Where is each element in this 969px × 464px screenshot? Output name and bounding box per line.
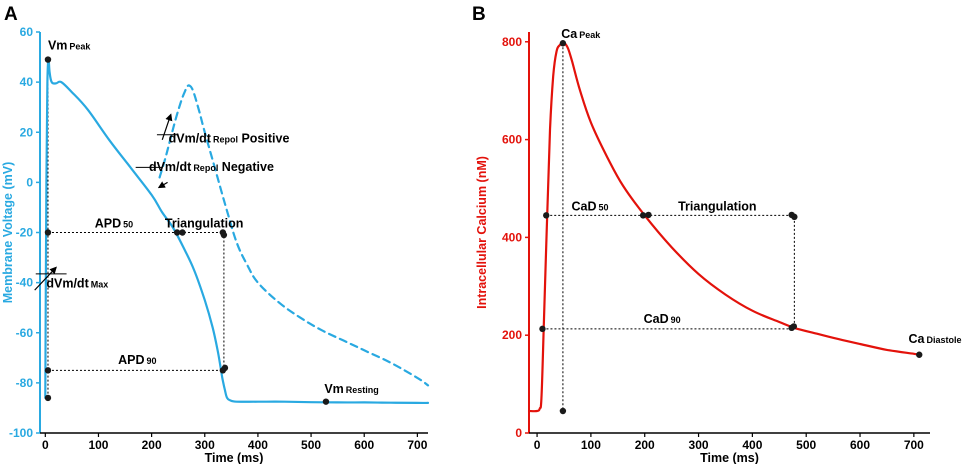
panel-a-letter: A [4,4,18,25]
x-tick-label: 200 [635,438,655,452]
data-marker [639,212,647,219]
x-tick-label: 600 [850,438,870,452]
annotation-triangulation: Triangulation [165,216,243,230]
series-line [44,58,430,405]
data-marker [173,229,181,236]
series-line [527,42,922,413]
data-marker [220,231,228,239]
panel-b-letter: B [472,4,486,25]
x-tick-label: 700 [407,438,427,452]
annotation-repol-neg: dVm/dt Repol Negative [149,160,274,174]
y-tick-label: 400 [502,230,522,244]
x-tick-label: 600 [354,438,374,452]
y-axis-label: Intracellular Calcium (nM) [475,156,489,309]
y-tick-label: -60 [16,326,34,340]
annotation-arrow [34,266,57,291]
x-axis-label: Time (ms) [205,451,264,464]
annotation-vm-peak: Vm Peak [48,39,91,53]
data-marker [44,56,52,63]
data-marker [539,325,546,333]
data-marker [791,213,798,221]
data-marker [559,407,567,415]
y-tick-label: 0 [26,175,33,189]
data-marker [179,229,186,236]
x-tick-label: 100 [581,438,601,452]
y-tick-label: 20 [20,125,34,139]
data-marker [790,323,798,330]
x-tick-label: 0 [534,438,541,452]
annotation-dvmdt-max: dVm/dt Max [46,277,108,291]
y-tick-label: 600 [502,133,522,147]
annotation-arrow [157,181,168,189]
data-marker [543,212,550,219]
y-tick-label: 0 [515,426,522,440]
y-axis-label: Membrane Voltage (mV) [1,162,15,303]
data-marker [44,394,52,402]
x-tick-label: 400 [248,438,268,452]
y-tick-label: 40 [20,75,34,89]
annotation-ca-peak: Ca Peak [561,27,601,41]
x-tick-label: 100 [88,438,108,452]
data-marker [221,364,229,372]
y-tick-label: -100 [9,426,33,440]
annotation-cad90: CaD 90 [644,312,681,326]
panel-b-chart: 0 200 400 600 800 0 100 200 300 400 500 600 700 Time … [475,27,961,464]
data-marker [559,40,567,47]
y-tick-label: 200 [502,328,522,342]
y-tick-label: -20 [16,226,34,240]
annotation-ca-diastole: Ca Diastole [908,332,961,346]
annotation-vm-resting: Vm Resting [324,382,378,396]
x-tick-label: 700 [904,438,924,452]
y-tick-label: -80 [16,376,34,390]
data-marker [322,398,330,405]
y-tick-label: 60 [20,25,34,39]
data-marker [44,229,52,236]
x-tick-label: 400 [742,438,762,452]
data-marker [44,367,52,374]
y-tick-label: -40 [16,276,34,290]
x-tick-label: 300 [195,438,215,452]
series-line-dashed [158,84,430,387]
annotation-cad50: CaD 50 [572,199,609,213]
x-axis-label: Time (ms) [700,451,759,464]
y-tick-label: 800 [502,35,522,49]
annotation-apd50: APD 50 [95,216,133,230]
x-tick-label: 200 [142,438,162,452]
x-tick-label: 0 [42,438,49,452]
annotation-repol-pos: dVm/dt Repol Positive [169,131,290,145]
annotation-triangulation: Triangulation [678,199,756,213]
data-marker [645,211,652,219]
x-tick-label: 500 [301,438,321,452]
x-tick-label: 500 [796,438,816,452]
annotation-arrow [161,113,173,140]
data-marker [916,351,923,358]
annotation-apd90: APD 90 [118,353,156,367]
x-tick-label: 300 [689,438,709,452]
